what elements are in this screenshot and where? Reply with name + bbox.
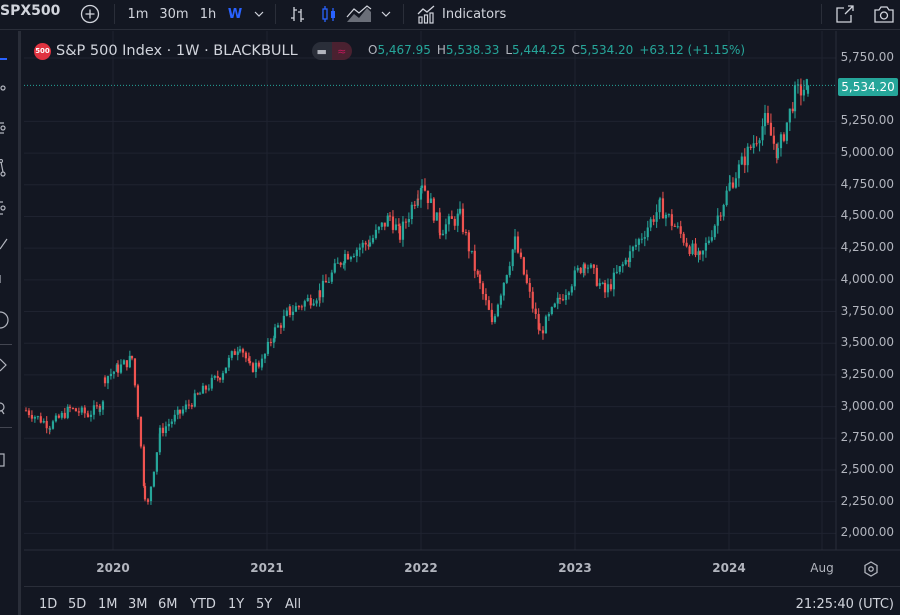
open-value: 5,467.95 xyxy=(377,43,431,57)
close-key: C xyxy=(571,43,580,57)
bar-style-button[interactable] xyxy=(287,2,309,26)
snapshot-button[interactable] xyxy=(871,2,897,26)
series-title[interactable]: S&P 500 Index · 1W · BLACKBULL xyxy=(56,43,298,59)
chart-type-dropdown[interactable] xyxy=(378,2,394,26)
candlestick-chart[interactable] xyxy=(24,31,900,586)
time-axis-label: Aug xyxy=(810,561,834,575)
compare-symbol-button[interactable] xyxy=(78,2,102,26)
area-style-button[interactable] xyxy=(345,2,373,26)
text-tool-icon[interactable] xyxy=(0,269,18,287)
lock-tool-icon[interactable] xyxy=(0,451,18,469)
time-axis-label: 2024 xyxy=(712,561,746,575)
price-axis-label: 3,750.00 xyxy=(840,303,894,318)
price-axis-label: 2,750.00 xyxy=(840,430,894,445)
high-key: H xyxy=(436,43,446,57)
divider xyxy=(114,4,115,24)
range-1m[interactable]: 1M xyxy=(98,597,118,612)
open-key: O xyxy=(368,43,378,57)
price-axis-label: 4,000.00 xyxy=(840,271,894,286)
indicators-label: Indicators xyxy=(442,6,507,22)
external-link-icon xyxy=(836,5,854,23)
divider xyxy=(821,4,822,24)
range-3m[interactable]: 3M xyxy=(128,597,148,612)
emoji-tool-icon[interactable] xyxy=(0,311,18,329)
brush-tool-icon[interactable] xyxy=(0,235,18,253)
symbol-search[interactable]: SPX500 xyxy=(0,3,61,19)
price-axis-label: 4,500.00 xyxy=(840,208,894,223)
price-axis-label: 5,000.00 xyxy=(840,145,894,160)
open-in-popup-button[interactable] xyxy=(833,2,857,26)
interval-1h[interactable]: 1h xyxy=(199,6,217,22)
fib-tool-icon[interactable] xyxy=(0,119,18,137)
time-axis-label: 2022 xyxy=(404,561,438,575)
time-axis-label: 2023 xyxy=(558,561,592,575)
zoom-tool-icon[interactable] xyxy=(0,401,18,419)
chevron-down-icon xyxy=(254,11,264,17)
candles-icon xyxy=(322,6,335,22)
close-value: 5,534.20 xyxy=(579,43,634,57)
price-axis-label: 3,000.00 xyxy=(840,398,894,413)
time-axis-label: 2020 xyxy=(96,561,130,575)
legend-toggle-group: ▬ ≈ xyxy=(311,42,352,60)
plus-circle-icon xyxy=(80,4,100,24)
bottom-toolbar: 1D 5D 1M 3M 6M YTD 1Y 5Y All 21:25:40 (U… xyxy=(24,586,900,615)
pattern-tool-icon[interactable] xyxy=(0,159,18,177)
interval-30m[interactable]: 30m xyxy=(159,6,189,22)
price-axis-label: 2,000.00 xyxy=(840,525,894,540)
drawing-toolbar xyxy=(0,31,21,615)
measure-tool-icon[interactable] xyxy=(0,357,18,375)
interval-1m[interactable]: 1m xyxy=(127,6,149,22)
chevron-down-icon xyxy=(381,11,391,17)
last-price-tag: 5,534.20 xyxy=(838,78,898,96)
indicators-button[interactable]: Indicators xyxy=(416,2,516,26)
sp500-logo: 500 xyxy=(34,42,51,60)
price-axis-label: 4,750.00 xyxy=(840,176,894,191)
price-axis-label: 2,250.00 xyxy=(840,493,894,508)
range-5d[interactable]: 5D xyxy=(68,597,87,612)
ohlc-values: O5,467.95 H5,538.33 L5,444.25 C5,534.20 … xyxy=(368,43,745,57)
price-axis-label: 3,250.00 xyxy=(840,366,894,381)
candles-style-button[interactable] xyxy=(318,2,340,26)
approx-icon[interactable]: ≈ xyxy=(331,42,352,60)
time-axis-label: 2021 xyxy=(250,561,284,575)
cursor-tool-indicator[interactable] xyxy=(0,58,7,60)
camera-icon xyxy=(874,6,894,23)
change-value: +63.12 (+1.15%) xyxy=(639,43,746,57)
range-1d[interactable]: 1D xyxy=(39,597,58,612)
divider xyxy=(0,427,12,428)
utc-clock[interactable]: 21:25:40 (UTC) xyxy=(795,597,894,612)
low-value: 5,444.25 xyxy=(512,43,566,57)
price-axis-label: 4,250.00 xyxy=(840,240,894,255)
range-6m[interactable]: 6M xyxy=(158,597,178,612)
low-key: L xyxy=(505,43,513,57)
interval-w[interactable]: W xyxy=(227,6,243,22)
chart-legend: 500 S&P 500 Index · 1W · BLACKBULL ▬ ≈ xyxy=(34,40,352,62)
price-axis-label: 3,500.00 xyxy=(840,335,894,350)
trend-line-tool-icon[interactable] xyxy=(0,79,18,97)
hide-series-icon[interactable]: ▬ xyxy=(311,42,332,60)
area-chart-icon xyxy=(346,5,372,22)
divider xyxy=(403,4,404,24)
divider xyxy=(0,344,12,345)
range-1y[interactable]: 1Y xyxy=(228,597,245,612)
bars-icon xyxy=(291,7,304,22)
projection-tool-icon[interactable] xyxy=(0,199,18,217)
interval-dropdown[interactable] xyxy=(251,2,267,26)
range-all[interactable]: All xyxy=(285,597,302,612)
indicators-icon xyxy=(417,5,435,24)
range-ytd[interactable]: YTD xyxy=(190,597,216,612)
high-value: 5,538.33 xyxy=(445,43,500,57)
price-axis-label: 5,250.00 xyxy=(840,113,894,128)
axis-settings-icon[interactable] xyxy=(862,560,880,578)
divider xyxy=(275,4,276,24)
range-5y[interactable]: 5Y xyxy=(256,597,273,612)
top-toolbar: SPX500 1m 30m 1h W Indicators xyxy=(0,0,900,30)
price-axis-label: 2,500.00 xyxy=(840,461,894,476)
price-axis-label: 5,750.00 xyxy=(840,50,894,64)
